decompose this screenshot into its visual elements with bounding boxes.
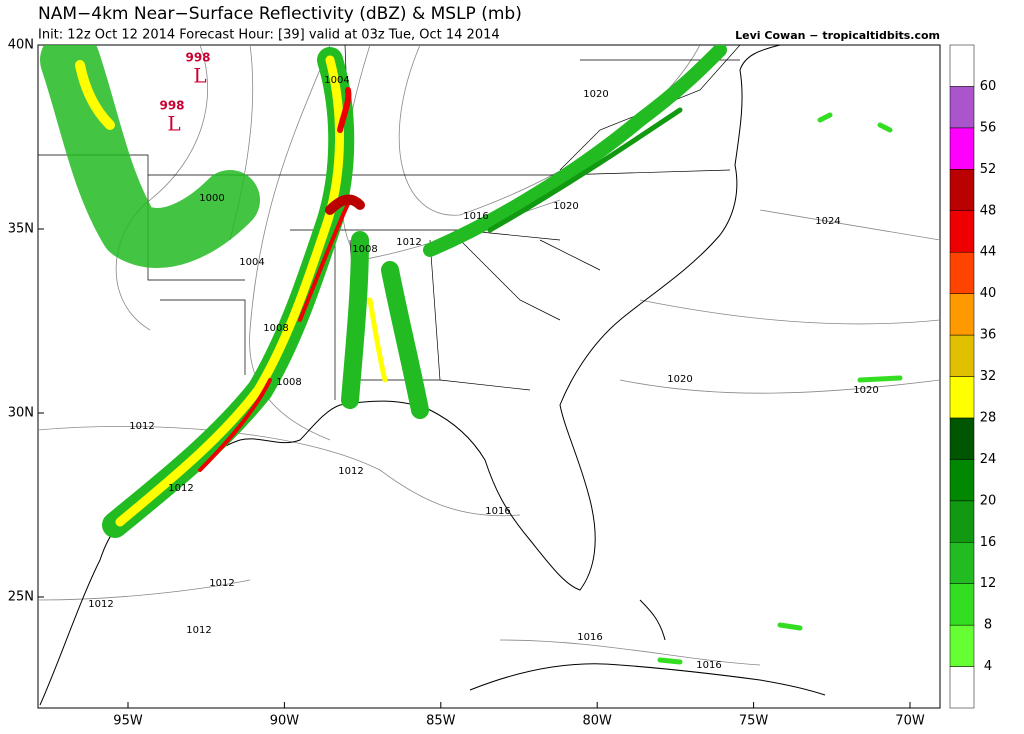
isobar-label: 1008: [263, 323, 288, 334]
lat-label: 40N: [8, 38, 34, 53]
colorbar-bin: [949, 376, 975, 419]
colorbar-label: 48: [980, 203, 997, 218]
colorbar-bin: [949, 624, 975, 667]
low-pressure: 998: [185, 51, 210, 65]
map-frame: [37, 44, 941, 709]
colorbar-bin: [949, 293, 975, 336]
isobar-label: 1012: [338, 466, 363, 477]
colorbar-label: 16: [980, 535, 997, 550]
isobar-label: 1016: [696, 660, 721, 671]
colorbar-label: 12: [980, 576, 997, 591]
isobar-label: 1012: [186, 625, 211, 636]
isobar-label: 1016: [485, 506, 510, 517]
colorbar-label: 36: [980, 328, 997, 343]
isobar-label: 1016: [577, 632, 602, 643]
colorbar-bin: [949, 44, 975, 87]
map-area: [37, 44, 941, 709]
lon-label: 70W: [895, 714, 925, 729]
low-symbol: L: [167, 112, 180, 136]
colorbar-label: 28: [980, 410, 997, 425]
isobar-label: 1008: [352, 244, 377, 255]
lat-label: 25N: [8, 590, 34, 605]
colorbar-bin: [949, 459, 975, 502]
isobar-label: 1004: [239, 257, 264, 268]
colorbar-bin: [949, 500, 975, 543]
colorbar-label: 4: [984, 659, 992, 674]
colorbar-bin: [949, 169, 975, 211]
colorbar-bin: [949, 86, 975, 129]
colorbar-label: 60: [980, 79, 997, 94]
isobar-label: 1020: [853, 385, 878, 396]
isobar-label: 1020: [553, 201, 578, 212]
colorbar-bin: [949, 583, 975, 626]
isobar-label: 1012: [209, 578, 234, 589]
lon-label: 95W: [113, 714, 143, 729]
colorbar-label: 8: [984, 618, 992, 633]
colorbar-bin: [949, 542, 975, 584]
isobar-label: 1020: [667, 374, 692, 385]
isobar-label: 1012: [396, 237, 421, 248]
colorbar-bin: [949, 666, 975, 709]
isobar-label: 1020: [583, 89, 608, 100]
low-symbol: L: [193, 64, 206, 88]
subtitle: Init: 12z Oct 12 2014 Forecast Hour: [39…: [38, 28, 500, 43]
lat-label: 35N: [8, 222, 34, 237]
colorbar-bin: [949, 210, 975, 253]
colorbar-label: 24: [980, 452, 997, 467]
isobar-label: 1012: [129, 421, 154, 432]
colorbar-bin: [949, 417, 975, 460]
colorbar-bin: [949, 334, 975, 377]
lon-label: 85W: [426, 714, 456, 729]
colorbar-bin: [949, 127, 975, 170]
colorbar-label: 52: [980, 162, 997, 177]
isobar-label: 1000: [199, 193, 224, 204]
lon-label: 90W: [270, 714, 300, 729]
precipitation: [40, 45, 903, 665]
colorbar-label: 32: [980, 369, 997, 384]
isobar-label: 1012: [168, 483, 193, 494]
credit: Levi Cowan − tropicaltidbits.com: [735, 29, 940, 42]
lon-label: 80W: [582, 714, 612, 729]
isobar-label: 1004: [324, 75, 349, 86]
colorbar-label: 20: [980, 493, 997, 508]
colorbar-label: 40: [980, 286, 997, 301]
lon-label: 75W: [739, 714, 769, 729]
colorbar-label: 44: [980, 245, 997, 260]
title: NAM−4km Near−Surface Reflectivity (dBZ) …: [38, 4, 522, 24]
isobar-label: 1012: [88, 599, 113, 610]
colorbar-bin: [949, 251, 975, 294]
low-pressure: 998: [159, 99, 184, 113]
lat-label: 30N: [8, 406, 34, 421]
isobar-label: 1016: [463, 211, 488, 222]
isobar-label: 1024: [815, 216, 840, 227]
isobar-label: 1008: [276, 377, 301, 388]
colorbar-label: 56: [980, 120, 997, 135]
